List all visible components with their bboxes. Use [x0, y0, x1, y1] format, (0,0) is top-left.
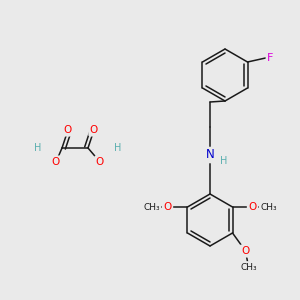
Text: H: H	[34, 143, 42, 153]
Text: F: F	[267, 53, 274, 63]
Text: O: O	[64, 125, 72, 135]
Text: CH₃: CH₃	[240, 262, 257, 272]
Text: CH₃: CH₃	[260, 202, 277, 211]
Text: O: O	[96, 157, 104, 167]
Text: O: O	[242, 246, 250, 256]
Text: H: H	[114, 143, 122, 153]
Text: O: O	[52, 157, 60, 167]
Text: O: O	[90, 125, 98, 135]
Text: H: H	[220, 156, 228, 166]
Text: O: O	[248, 202, 256, 212]
Text: CH₃: CH₃	[143, 202, 160, 211]
Text: N: N	[206, 148, 214, 161]
Text: O: O	[164, 202, 172, 212]
